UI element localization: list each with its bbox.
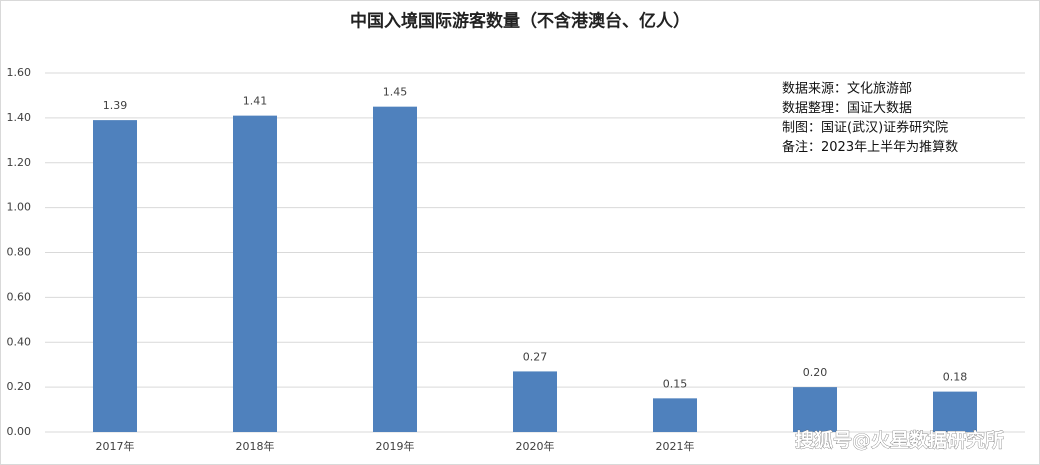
y-tick-label: 0.60: [7, 290, 32, 303]
x-tick-label: 2017年: [96, 439, 135, 453]
bar: [653, 398, 697, 432]
x-tick-label: 2018年: [236, 439, 275, 453]
annotation: 数据整理：国证大数据: [782, 101, 912, 116]
value-label: 0.20: [803, 366, 828, 379]
value-label: 0.27: [523, 350, 548, 363]
bar: [233, 115, 277, 432]
x-tick-label: 2020年: [516, 439, 555, 453]
watermark: 搜狐号@火星数据研究所: [795, 429, 1004, 452]
value-label: 0.15: [663, 377, 688, 390]
bar: [933, 391, 977, 432]
bar: [513, 371, 557, 432]
chart-title: 中国入境国际游客数量（不含港澳台、亿人）: [350, 11, 690, 32]
annotation: 数据来源：文化旅游部: [782, 82, 912, 97]
bar: [93, 120, 137, 433]
y-tick-label: 0.40: [7, 335, 32, 348]
y-tick-label: 1.40: [7, 111, 32, 124]
value-label: 1.45: [383, 86, 408, 99]
x-tick-label: 2019年: [376, 439, 415, 453]
y-tick-label: 0.20: [7, 380, 32, 393]
value-label: 0.18: [943, 371, 968, 384]
annotation: 备注：2023年上半年为推算数: [782, 139, 958, 155]
y-tick-label: 0.80: [7, 246, 32, 259]
y-tick-label: 0.00: [7, 425, 32, 438]
y-tick-label: 1.00: [7, 201, 32, 214]
annotation: 制图：国证(武汉)证券研究院: [782, 120, 948, 136]
bar: [373, 106, 417, 432]
value-label: 1.39: [103, 99, 128, 112]
value-label: 1.41: [243, 95, 268, 108]
bar: [793, 387, 837, 432]
x-tick-label: 2021年: [656, 439, 695, 453]
y-tick-label: 1.60: [7, 66, 32, 79]
y-tick-label: 1.20: [7, 156, 32, 169]
